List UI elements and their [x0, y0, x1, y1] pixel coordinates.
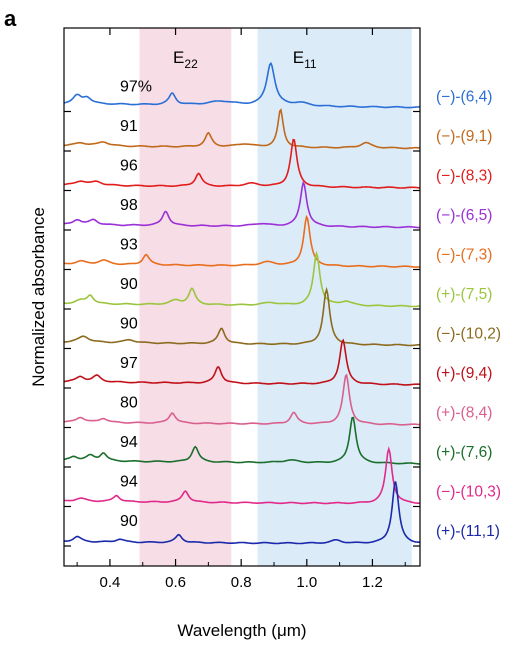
series-legend-label: (−)-(6,5)	[436, 207, 492, 224]
series-line-6	[64, 250, 421, 308]
series-legend-label: (−)-(10,3)	[436, 484, 501, 501]
purity-label: 80	[120, 395, 138, 412]
purity-label: 94	[120, 434, 138, 451]
purity-label: 90	[120, 316, 138, 333]
purity-label: 90	[120, 513, 138, 530]
x-tick-label: 0.8	[231, 574, 252, 591]
band-layer: E22 E11	[139, 28, 412, 566]
series-legend-label: (+)-(9,4)	[436, 365, 492, 382]
series-line-3	[63, 138, 421, 189]
series-legend-label: (+)-(11,1)	[436, 523, 500, 540]
purity-label: 96	[120, 158, 138, 175]
x-tick-label: 0.4	[100, 574, 121, 591]
x-tick-label: 0.6	[165, 574, 186, 591]
panel-label: a	[4, 6, 17, 31]
series-line-12	[64, 481, 420, 545]
ticks-layer: 0.4 0.6 0.8 1.0 1.2	[64, 28, 420, 591]
series-line-4	[63, 181, 420, 229]
series-line-2	[63, 108, 421, 150]
series-line-7	[63, 286, 421, 347]
series-line-9	[63, 373, 421, 426]
series-layer: 97% (−)-(6,4) 91 (−)-(9,1) 96 (−)-(8,3) 98 (−)-…	[63, 61, 501, 545]
series-legend-label: (−)-(10,2)	[436, 326, 501, 343]
series-line-10	[63, 416, 421, 465]
series-line-11	[63, 446, 421, 505]
series-legend-label: (+)-(8,4)	[436, 405, 492, 422]
series-legend-label: (+)-(7,6)	[436, 444, 492, 461]
x-axis-label: Wavelength (μm)	[177, 621, 306, 640]
band-e11	[257, 28, 412, 566]
series-line-5	[64, 214, 421, 268]
purity-label: 97	[120, 355, 138, 372]
purity-label: 93	[120, 237, 138, 254]
purity-label: 98	[120, 197, 138, 214]
series-legend-label: (−)-(9,1)	[436, 128, 492, 145]
series-legend-label: (−)-(6,4)	[436, 89, 492, 106]
series-line-8	[63, 338, 421, 386]
x-tick-label: 1.2	[362, 574, 383, 591]
purity-label: 91	[120, 118, 138, 135]
series-legend-label: (−)-(8,3)	[436, 168, 492, 185]
purity-label: 94	[120, 474, 138, 491]
purity-label: 97%	[120, 79, 152, 96]
plot-frame	[63, 27, 421, 567]
series-legend-label: (+)-(7,5)	[436, 286, 492, 303]
purity-label: 90	[120, 276, 138, 293]
y-axis-label: Normalized absorbance	[29, 207, 48, 387]
series-line-1	[63, 61, 420, 109]
series-legend-label: (−)-(7,3)	[436, 247, 492, 264]
x-tick-label: 1.0	[296, 574, 317, 591]
band-e22	[139, 28, 232, 566]
